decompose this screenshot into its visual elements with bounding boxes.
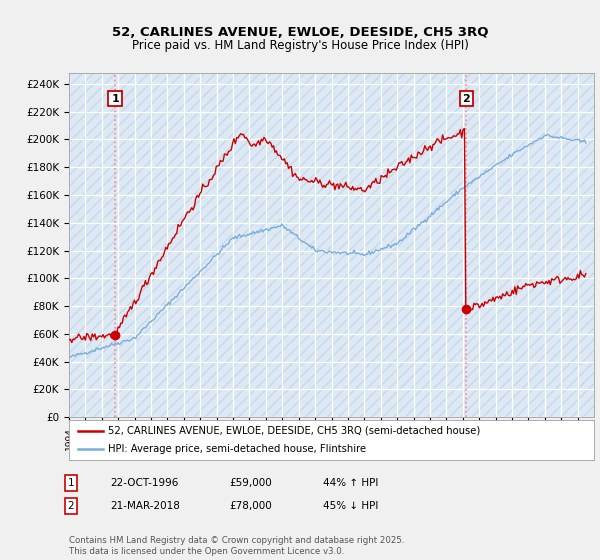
Text: Contains HM Land Registry data © Crown copyright and database right 2025.
This d: Contains HM Land Registry data © Crown c… [69,536,404,556]
Text: £78,000: £78,000 [230,501,272,511]
Text: 44% ↑ HPI: 44% ↑ HPI [323,478,378,488]
Text: 1: 1 [67,478,74,488]
Text: 21-MAR-2018: 21-MAR-2018 [110,501,179,511]
Text: 2: 2 [67,501,74,511]
Text: 1: 1 [111,94,119,104]
Text: 45% ↓ HPI: 45% ↓ HPI [323,501,378,511]
Text: 52, CARLINES AVENUE, EWLOE, DEESIDE, CH5 3RQ: 52, CARLINES AVENUE, EWLOE, DEESIDE, CH5… [112,26,488,39]
Text: 2: 2 [463,94,470,104]
Text: Price paid vs. HM Land Registry's House Price Index (HPI): Price paid vs. HM Land Registry's House … [131,39,469,53]
Text: HPI: Average price, semi-detached house, Flintshire: HPI: Average price, semi-detached house,… [109,445,367,454]
Text: 52, CARLINES AVENUE, EWLOE, DEESIDE, CH5 3RQ (semi-detached house): 52, CARLINES AVENUE, EWLOE, DEESIDE, CH5… [109,426,481,436]
Text: 22-OCT-1996: 22-OCT-1996 [110,478,178,488]
Text: £59,000: £59,000 [230,478,272,488]
